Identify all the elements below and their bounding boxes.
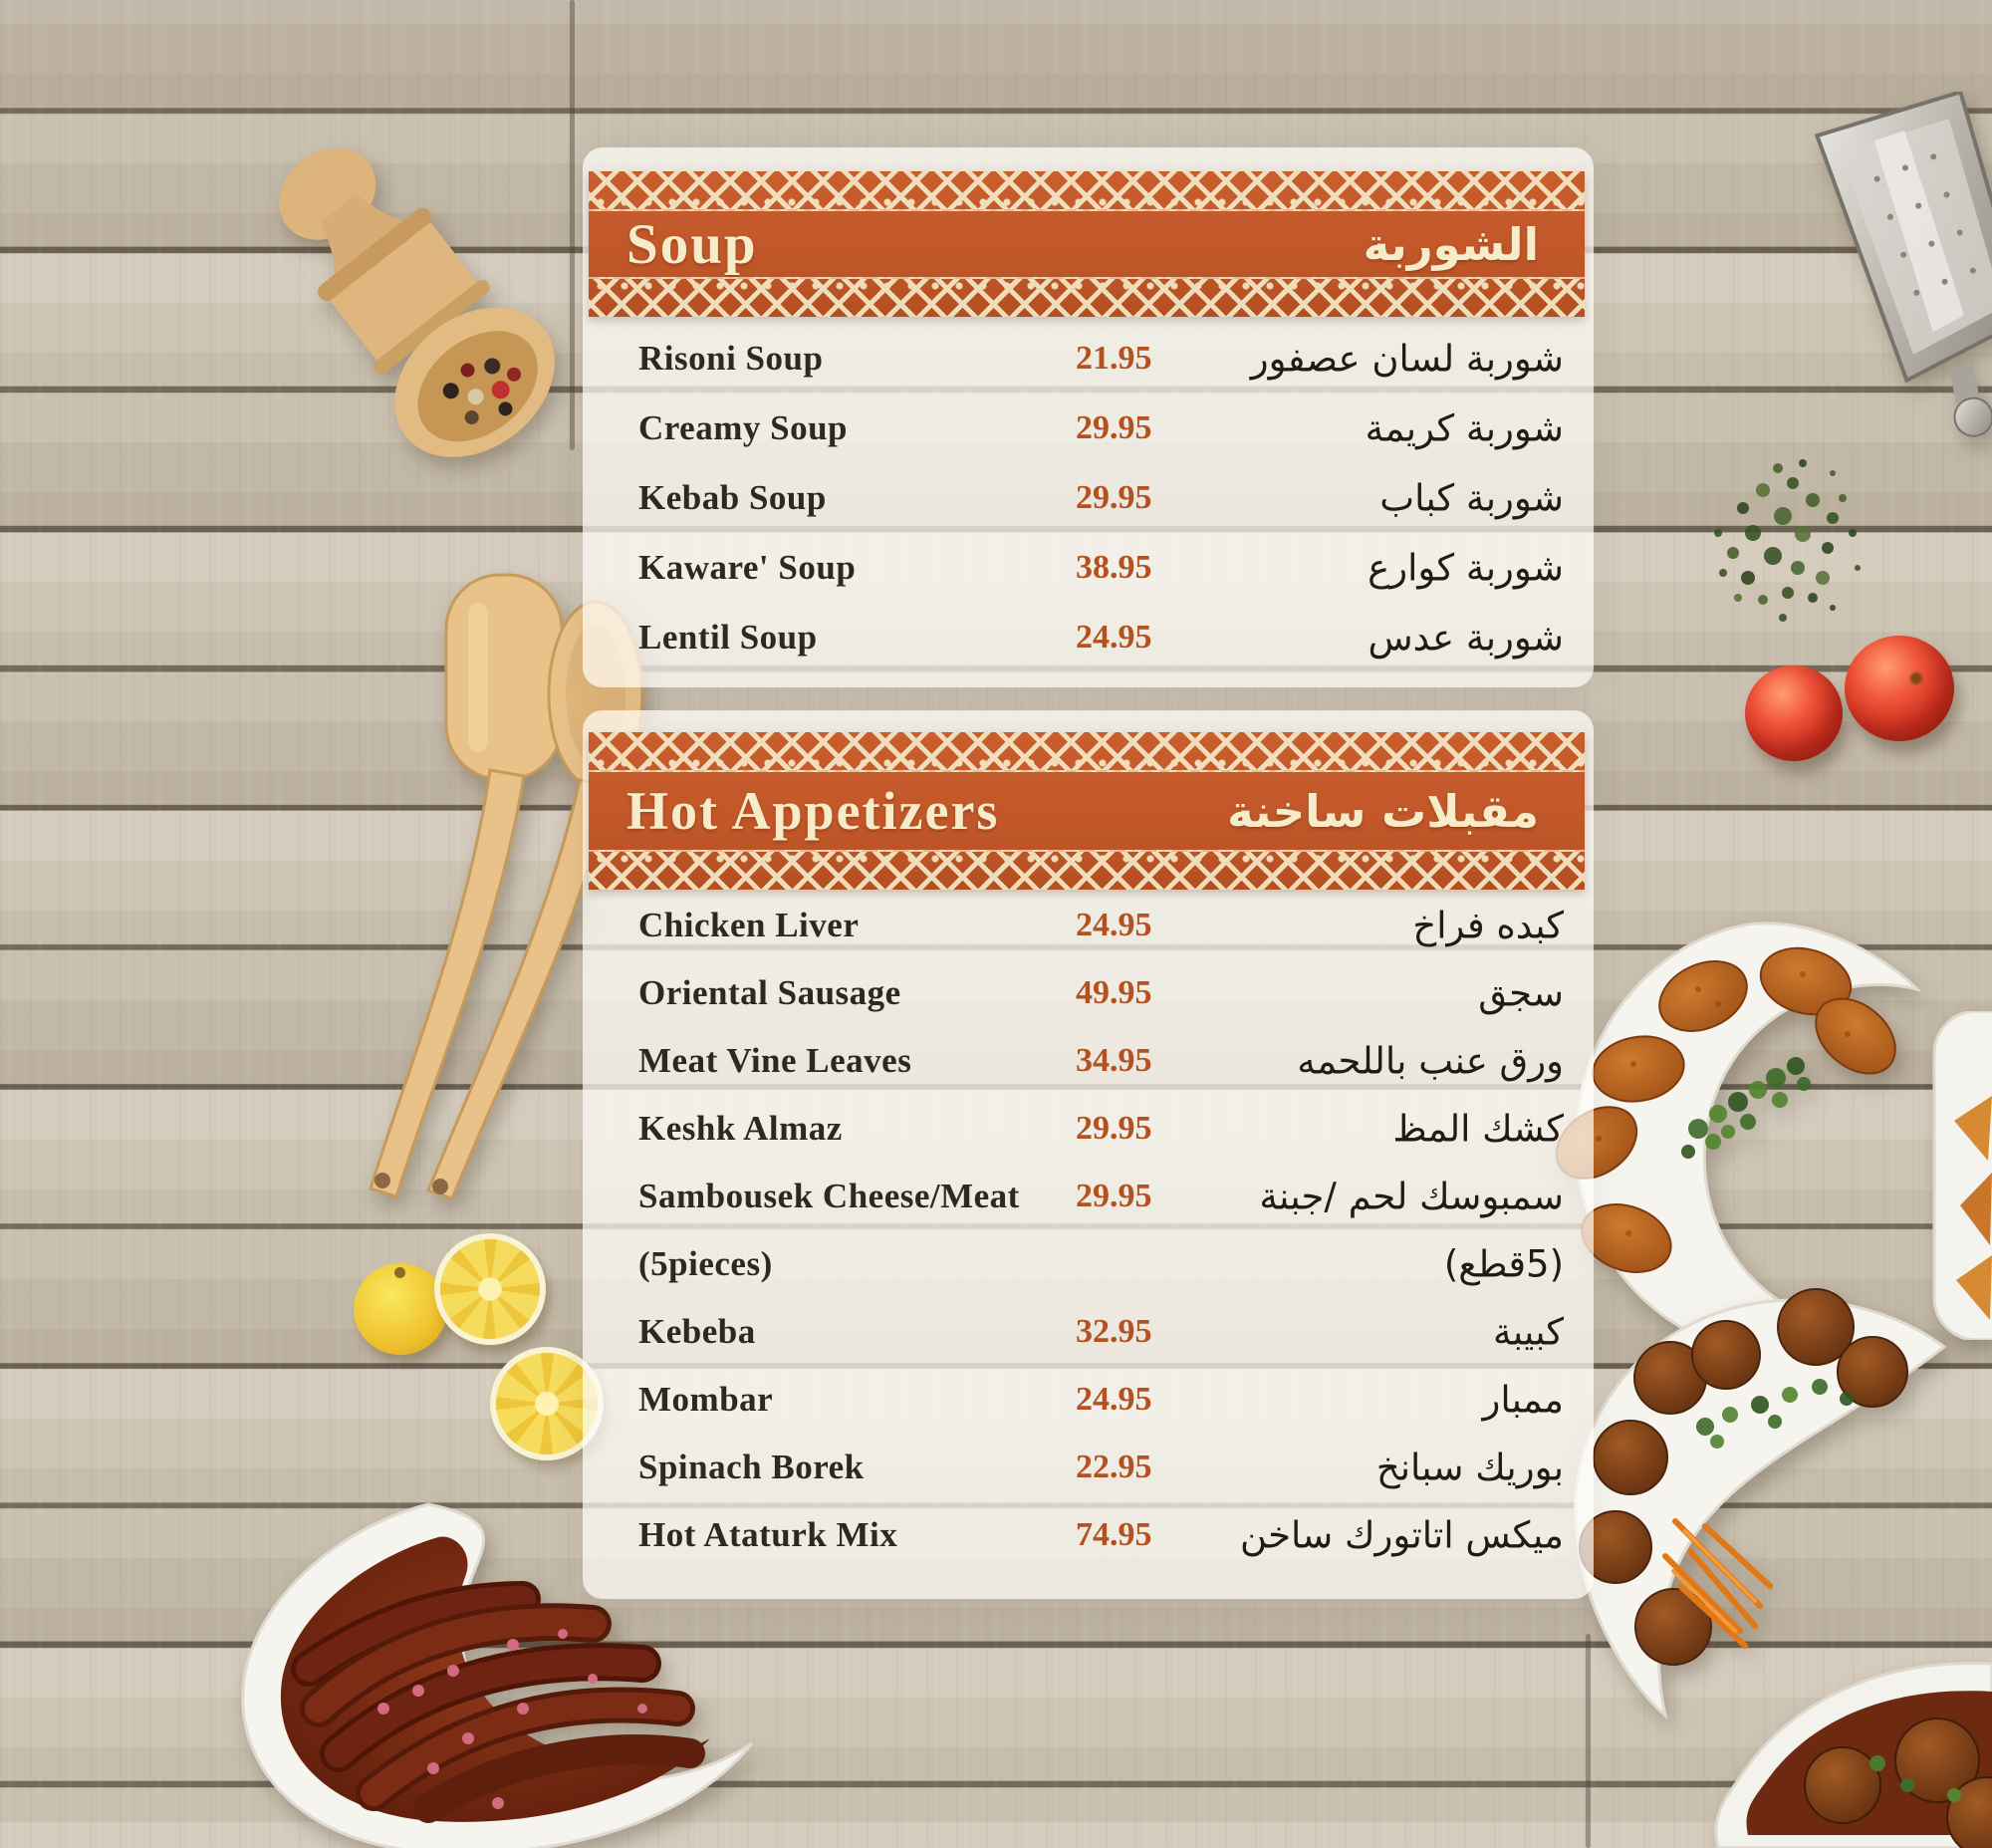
herbs-photo — [1714, 459, 1861, 622]
hot-appetizers-title-ar: مقبلات ساخنة — [1227, 784, 1539, 838]
item-name-ar: شوربة كوارع — [1368, 546, 1564, 590]
menu-item-row: Risoni Soup 21.95 شوربة لسان عصفور — [583, 324, 1594, 394]
menu-item-subrow: (5pieces) (5قطع) — [583, 1230, 1594, 1298]
soup-section-title-ar: الشوربة — [1363, 217, 1539, 271]
item-name-en: Lentil Soup — [638, 618, 818, 657]
item-price: 34.95 — [1076, 1042, 1152, 1079]
item-price: 21.95 — [1076, 340, 1152, 377]
item-name-en: Oriental Sausage — [638, 973, 901, 1012]
item-name-en: Kebeba — [638, 1312, 756, 1351]
item-name-ar: شوربة كباب — [1379, 476, 1564, 520]
hot-appetizers-panel: Hot Appetizers مقبلات ساخنة Chicken Live… — [583, 710, 1594, 1599]
hot-appetizers-banner: Hot Appetizers مقبلات ساخنة — [589, 732, 1585, 890]
item-name-en: Meat Vine Leaves — [638, 1041, 912, 1080]
item-name-ar: كبده فراخ — [1412, 904, 1564, 947]
menu-item-row: Mombar 24.95 ممبار — [583, 1366, 1594, 1434]
item-name-en: Creamy Soup — [638, 408, 849, 447]
item-name-en: Kaware' Soup — [638, 548, 857, 587]
item-price: 74.95 — [1076, 1516, 1152, 1553]
wood-plank-seam — [570, 0, 575, 450]
wood-plank-seam — [1586, 1634, 1591, 1848]
menu-item-row: Meat Vine Leaves 34.95 ورق عنب باللحمه — [583, 1027, 1594, 1095]
item-name-ar: ورق عنب باللحمه — [1297, 1039, 1564, 1083]
item-name-ar: ممبار — [1482, 1378, 1564, 1422]
meatball-plate-photo — [1574, 1288, 1947, 1719]
item-name-en: Chicken Liver — [638, 906, 860, 944]
item-price: 24.95 — [1076, 907, 1152, 943]
menu-item-row: Hot Ataturk Mix 74.95 ميكس اتاتورك ساخن — [583, 1501, 1594, 1569]
soup-section-title-en: Soup — [626, 212, 758, 276]
item-name-en: Sambousek Cheese/Meat — [638, 1177, 1020, 1215]
lace-ornament — [589, 171, 1585, 211]
item-name-en: Risoni Soup — [638, 339, 824, 378]
item-name-ar: كشك المظ — [1392, 1107, 1564, 1151]
item-name-ar: شوربة كريمة — [1365, 406, 1564, 450]
soup-items-list: Risoni Soup 21.95 شوربة لسان عصفور Cream… — [583, 324, 1594, 672]
lace-ornament — [589, 850, 1585, 890]
hot-appetizers-items-list: Chicken Liver 24.95 كبده فراخ Oriental S… — [583, 892, 1594, 1569]
item-name-en: Kebab Soup — [638, 478, 827, 517]
item-price: 38.95 — [1076, 549, 1152, 586]
item-price: 32.95 — [1076, 1313, 1152, 1350]
wood-top-shade — [0, 0, 1992, 110]
sauce-bowl-photo — [1714, 1661, 1992, 1848]
menu-item-row: Chicken Liver 24.95 كبده فراخ — [583, 892, 1594, 959]
item-name-en: Spinach Borek — [638, 1448, 865, 1486]
item-price: 49.95 — [1076, 974, 1152, 1011]
tomato-photo — [1745, 665, 1843, 761]
item-name-en: Hot Ataturk Mix — [638, 1515, 898, 1554]
tomato-photo — [1845, 636, 1954, 741]
grater-photo — [1814, 92, 1992, 437]
menu-item-row: Kebab Soup 29.95 شوربة كباب — [583, 463, 1594, 533]
item-name-ar: ميكس اتاتورك ساخن — [1239, 1513, 1564, 1557]
lace-ornament — [589, 732, 1585, 772]
item-name-ar: شوربة عدس — [1368, 616, 1564, 660]
menu-item-row: Keshk Almaz 29.95 كشك المظ — [583, 1095, 1594, 1163]
sambousek-plate-photo — [1932, 1011, 1992, 1340]
soup-banner: Soup الشوربة — [589, 171, 1585, 317]
menu-item-row: Sambousek Cheese/Meat 29.95 سمبوسك لحم /… — [583, 1163, 1594, 1230]
item-name-ar: شوربة لسان عصفور — [1250, 337, 1564, 381]
menu-item-row: Lentil Soup 24.95 شوربة عدس — [583, 603, 1594, 672]
item-price: 22.95 — [1076, 1449, 1152, 1485]
item-name-ar: سجق — [1478, 971, 1564, 1015]
item-price: 29.95 — [1076, 479, 1152, 516]
menu-item-row: Oriental Sausage 49.95 سجق — [583, 959, 1594, 1027]
lace-ornament — [589, 277, 1585, 317]
item-price: 24.95 — [1076, 619, 1152, 656]
menu-item-row: Spinach Borek 22.95 بوريك سبانخ — [583, 1434, 1594, 1501]
wooden-scoop-photo — [279, 147, 555, 457]
item-price: 29.95 — [1076, 1110, 1152, 1147]
menu-item-row: Creamy Soup 29.95 شوربة كريمة — [583, 394, 1594, 463]
item-note-en: (5pieces) — [638, 1244, 773, 1283]
item-note-ar: (5قطع) — [1443, 1242, 1564, 1286]
item-name-ar: كبيبة — [1493, 1310, 1564, 1354]
item-price: 29.95 — [1076, 409, 1152, 446]
menu-item-row: Kebeba 32.95 كبيبة — [583, 1298, 1594, 1366]
item-name-en: Mombar — [638, 1380, 774, 1419]
lemon-photo — [354, 1263, 447, 1355]
item-name-ar: بوريك سبانخ — [1375, 1446, 1564, 1489]
lemon-slice-photo — [434, 1233, 546, 1345]
hot-appetizers-title-en: Hot Appetizers — [626, 781, 1000, 841]
sausage-plate-photo — [241, 1502, 754, 1848]
item-price: 29.95 — [1076, 1178, 1152, 1214]
item-name-en: Keshk Almaz — [638, 1109, 843, 1148]
soup-panel: Soup الشوربة Risoni Soup 21.95 شوربة لسا… — [583, 147, 1594, 687]
menu-item-row: Kaware' Soup 38.95 شوربة كوارع — [583, 533, 1594, 603]
item-name-ar: سمبوسك لحم /جبنة — [1259, 1175, 1564, 1218]
item-price: 24.95 — [1076, 1381, 1152, 1418]
